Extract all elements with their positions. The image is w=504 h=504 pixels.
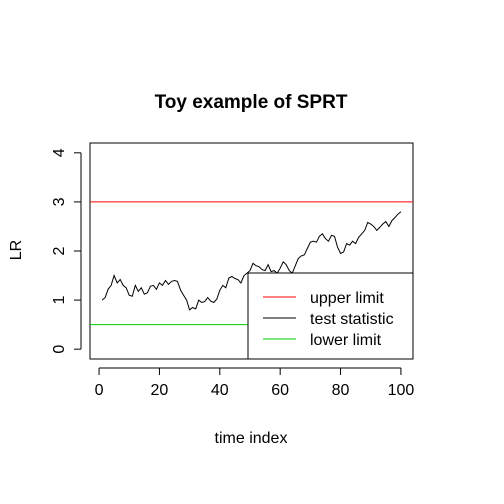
legend-label-test-statistic: test statistic [310, 311, 394, 328]
x-axis-label: time index [215, 430, 288, 447]
x-tick-label: 60 [271, 382, 289, 399]
x-tick-label: 0 [95, 382, 104, 399]
x-tick-label: 80 [332, 382, 350, 399]
x-tick-label: 20 [151, 382, 169, 399]
y-tick-label: 1 [51, 296, 68, 305]
x-tick-label: 40 [211, 382, 229, 399]
legend-label-lower-limit: lower limit [310, 332, 382, 349]
y-tick-label: 2 [51, 246, 68, 255]
chart-title: Toy example of SPRT [155, 92, 348, 113]
y-tick-label: 0 [51, 345, 68, 354]
plot-marks: 0 20 40 60 80 100 0 1 2 3 4 upper limit test statist… [51, 142, 415, 399]
y-tick-label: 3 [51, 197, 68, 206]
y-tick-label: 4 [51, 148, 68, 157]
legend-box [247, 272, 414, 360]
test-statistic-line [101, 211, 402, 311]
y-axis-label: LR [8, 240, 25, 260]
x-tick-label: 100 [388, 382, 415, 399]
legend-label-upper-limit: upper limit [310, 290, 384, 307]
